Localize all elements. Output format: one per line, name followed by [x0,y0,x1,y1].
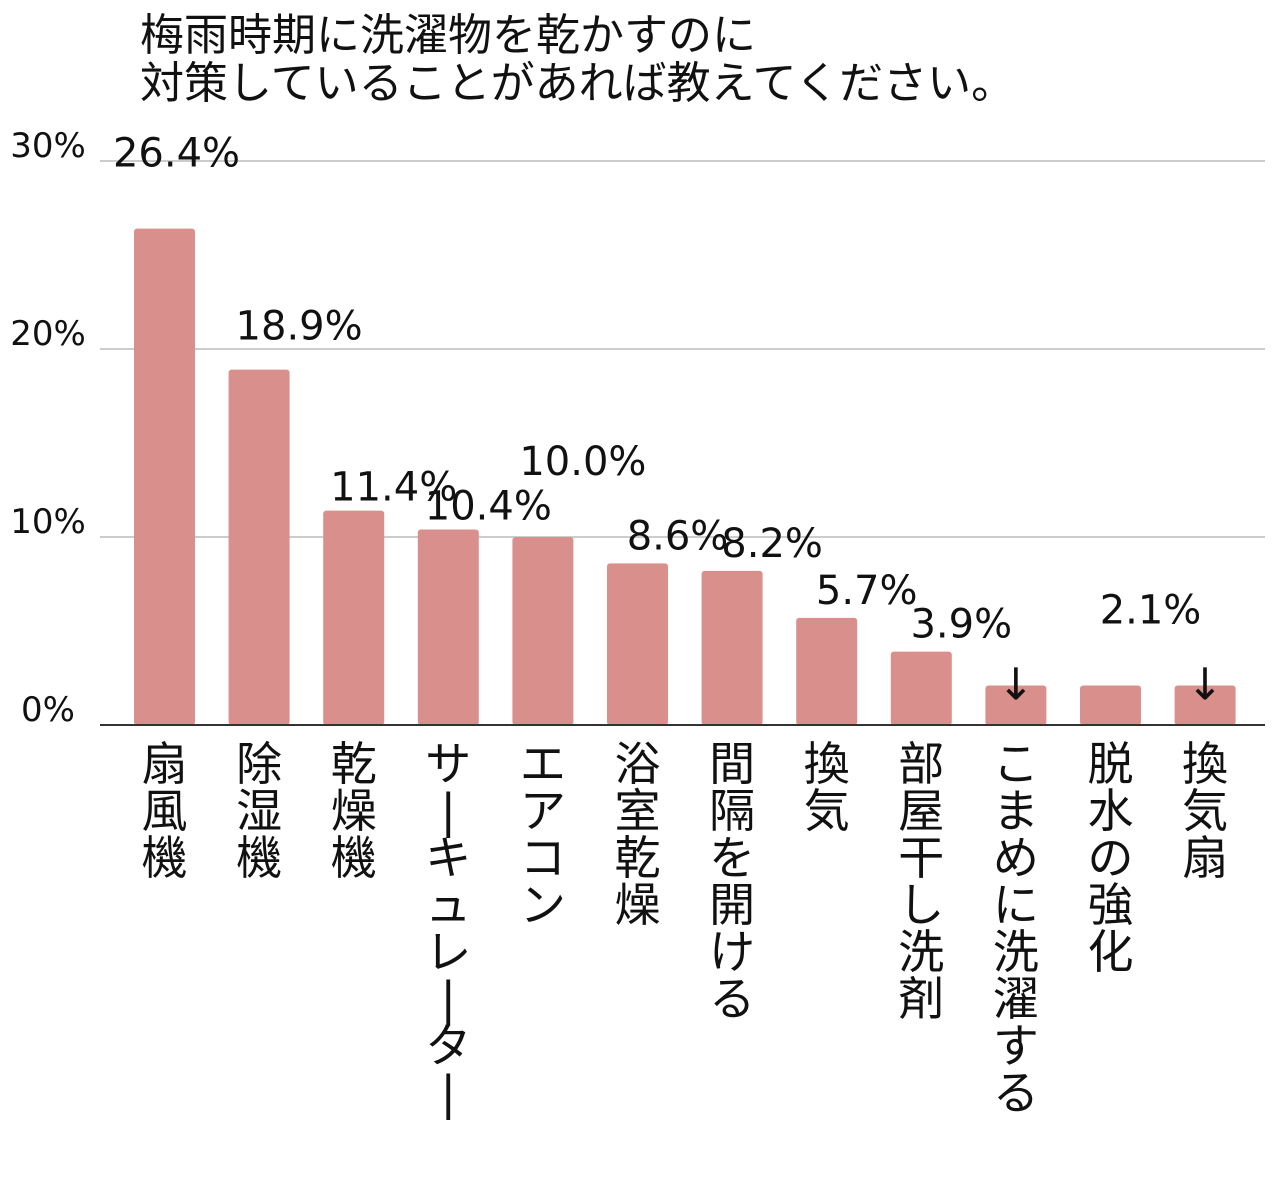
bar [985,685,1047,725]
chart-title: 梅雨時期に洗濯物を乾かすのに 対策していることがあれば教えてください。 [140,12,1240,108]
data-label: 10.4% [425,483,552,529]
y-axis-ticks: 0% 10% 20% 30% [10,126,86,730]
bar [1174,685,1236,725]
bar [796,617,858,725]
y-tick-label: 0% [21,690,75,730]
data-label: 8.6% [627,513,729,559]
category-labels: 扇風機 除湿機 乾燥機 サ|キュレ|タ| エアコン 浴室乾燥 間隔を開ける 換気 部屋干し洗剤 こ… [142,737,1229,1121]
category-label: 部屋干し洗剤 [898,737,944,1026]
chart-title-line-1: 梅雨時期に洗濯物を乾かすのに [140,10,756,61]
y-tick-label: 30% [10,126,86,166]
bar [1080,685,1141,725]
data-labels: 26.4% 18.9% 11.4%10.4%10.0% 8.6%8.2%5.7%3.9… [113,131,1201,648]
data-label: 11.4% [330,465,457,511]
data-label: 3.9% [910,602,1012,648]
gridlines [100,160,1265,538]
data-label: 10.0% [519,439,646,485]
data-label: 18.9% [236,304,363,350]
category-label: 間隔を開ける [709,737,755,1026]
bar [134,228,195,725]
bar [417,529,479,725]
bar [323,510,385,725]
category-label: 浴室乾燥 [615,737,661,932]
category-label: 除湿機 [236,737,282,885]
data-label: 2.1% [1100,588,1202,634]
bars [134,228,1236,725]
down-arrow-mark: ↓ [997,660,1034,711]
category-label: 換気扇 [1182,737,1228,885]
category-label: 扇風機 [142,737,188,885]
category-label: 換気 [804,737,850,838]
data-label: 5.7% [816,568,918,614]
y-tick-label: 20% [10,314,86,354]
category-label: エアコン [520,737,566,932]
category-label: サ|キュレ|タ| [425,737,471,1121]
chart-title-line-2: 対策していることがあれば教えてください。 [140,58,1016,109]
category-label: こまめに洗濯する [993,737,1039,1120]
bar [701,570,763,725]
down-arrow-marks: ↓ ↓ [997,660,1223,711]
bar [890,651,952,725]
bar [228,369,290,725]
bar [512,537,574,725]
down-arrow-mark: ↓ [1187,660,1224,711]
bar [607,563,668,725]
y-tick-label: 10% [10,502,86,542]
data-label: 8.2% [721,521,823,567]
category-label: 脱水の強化 [1088,737,1134,979]
data-label: 26.4% [113,131,240,177]
category-label: 乾燥機 [331,737,377,885]
